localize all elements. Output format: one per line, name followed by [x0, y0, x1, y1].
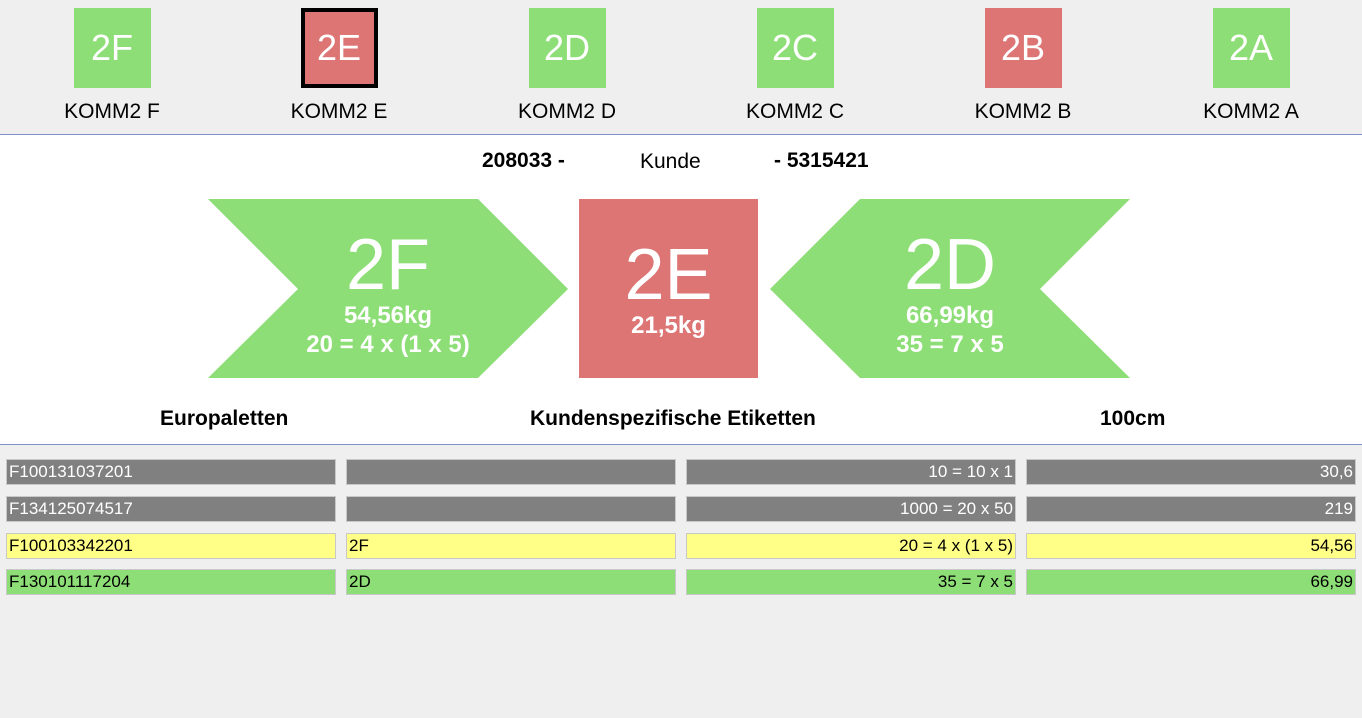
order-number: 208033 - — [482, 149, 565, 172]
table-row[interactable]: F100131037201 10 = 10 x 1 30,6 — [0, 459, 1362, 485]
customer-number: - 5315421 — [774, 149, 869, 172]
item-quantity-cell[interactable]: 35 = 7 x 5 — [686, 569, 1016, 595]
item-station-cell[interactable]: 2F — [346, 533, 676, 559]
station-code: 2B — [1000, 27, 1046, 68]
item-weight-cell[interactable]: 54,56 — [1026, 533, 1356, 559]
prev-station-weight: 54,56kg — [343, 302, 433, 329]
station-code: 2E — [316, 27, 362, 68]
item-id-cell[interactable]: F134125074517 — [6, 496, 336, 522]
item-quantity-cell[interactable]: 1000 = 20 x 50 — [686, 496, 1016, 522]
current-station-box[interactable]: 2E 21,5kg — [579, 199, 758, 378]
item-station-cell[interactable] — [346, 459, 676, 485]
table-row[interactable]: F130101117204 2D 35 = 7 x 5 66,99 — [0, 569, 1362, 595]
arrow-left-shape — [770, 199, 1130, 378]
station-label: KOMM2 B — [974, 100, 1072, 123]
station-2c[interactable]: 2C KOMM2 C — [715, 8, 875, 124]
station-2d[interactable]: 2D KOMM2 D — [487, 8, 647, 124]
station-tile[interactable]: 2C — [756, 8, 834, 88]
station-2f[interactable]: 2F KOMM2 F — [32, 8, 192, 124]
item-weight-cell[interactable]: 66,99 — [1026, 569, 1356, 595]
station-2e[interactable]: 2E KOMM2 E — [259, 8, 419, 124]
station-code: 2F — [90, 27, 133, 68]
next-station-formula: 35 = 7 x 5 — [896, 331, 1004, 358]
station-tile[interactable]: 2F — [73, 8, 151, 88]
station-tile[interactable]: 2B — [984, 8, 1062, 88]
current-station-weight: 21,5kg — [631, 312, 706, 339]
station-code: 2A — [1228, 27, 1274, 68]
prev-station-arrow[interactable]: 2F 54,56kg 20 = 4 x (1 x 5) — [208, 199, 568, 378]
station-label: KOMM2 E — [290, 100, 388, 123]
order-panel: 208033 - Kunde - 5315421 2F 54,56kg 20 =… — [0, 135, 1362, 445]
pallet-type: Europaletten — [160, 407, 289, 430]
item-station-cell[interactable]: 2D — [346, 569, 676, 595]
customer-label: Kunde — [640, 150, 701, 173]
station-label: KOMM2 C — [745, 100, 844, 123]
pallet-height: 100cm — [1100, 407, 1166, 430]
table-row[interactable]: F134125074517 1000 = 20 x 50 219 — [0, 496, 1362, 522]
station-2b[interactable]: 2B KOMM2 B — [943, 8, 1103, 124]
prev-station-code: 2F — [345, 225, 431, 305]
prev-station-formula: 20 = 4 x (1 x 5) — [306, 331, 470, 358]
station-label: KOMM2 D — [517, 100, 616, 123]
station-label: KOMM2 A — [1203, 100, 1299, 123]
table-row[interactable]: F100103342201 2F 20 = 4 x (1 x 5) 54,56 — [0, 533, 1362, 559]
station-code: 2D — [543, 27, 591, 68]
current-station-code: 2E — [624, 235, 713, 315]
arrow-right-shape — [208, 199, 568, 378]
item-weight-cell[interactable]: 219 — [1026, 496, 1356, 522]
item-id-cell[interactable]: F100103342201 — [6, 533, 336, 559]
station-tile[interactable]: 2E — [300, 8, 378, 88]
item-station-cell[interactable] — [346, 496, 676, 522]
station-bar: 2F KOMM2 F 2E KOMM2 E 2D KOMM2 D 2C KOMM… — [0, 0, 1362, 135]
next-station-code: 2D — [903, 225, 997, 305]
item-weight-cell[interactable]: 30,6 — [1026, 459, 1356, 485]
item-quantity-cell[interactable]: 10 = 10 x 1 — [686, 459, 1016, 485]
station-tile[interactable]: 2D — [528, 8, 606, 88]
station-2a[interactable]: 2A KOMM2 A — [1171, 8, 1331, 124]
item-id-cell[interactable]: F130101117204 — [6, 569, 336, 595]
next-station-weight: 66,99kg — [905, 302, 995, 329]
item-id-cell[interactable]: F100131037201 — [6, 459, 336, 485]
station-code: 2C — [771, 27, 819, 68]
station-label: KOMM2 F — [64, 100, 160, 123]
item-quantity-cell[interactable]: 20 = 4 x (1 x 5) — [686, 533, 1016, 559]
next-station-arrow[interactable]: 2D 66,99kg 35 = 7 x 5 — [770, 199, 1130, 378]
label-type: Kundenspezifische Etiketten — [530, 407, 816, 430]
station-tile[interactable]: 2A — [1212, 8, 1290, 88]
